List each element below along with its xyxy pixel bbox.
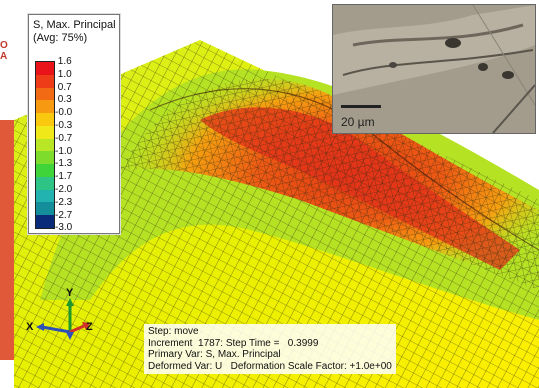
step-info-line-2: Increment 1787: Step Time = 0.3999 <box>148 337 319 349</box>
legend-swatch <box>36 62 54 75</box>
side-letters: O A <box>0 40 8 62</box>
micrograph-image <box>333 5 535 133</box>
legend-swatch <box>36 215 54 228</box>
legend-tick-label: -1.3 <box>55 158 73 170</box>
legend-swatch <box>36 151 54 165</box>
legend-tick-label: 0.3 <box>55 94 72 106</box>
step-info-line-4: Deformed Var: U Deformation Scale Factor… <box>148 360 392 372</box>
scale-bar-label: 20 µm <box>341 115 375 129</box>
legend-color-bar <box>35 61 55 229</box>
legend-swatch <box>36 113 54 126</box>
legend-swatch <box>36 74 54 88</box>
legend-tick-label: -3.0 <box>55 222 73 234</box>
step-info-line-1: Step: move <box>148 326 199 337</box>
legend-tick-label: 1.6 <box>55 56 72 67</box>
contour-legend: S, Max. Principal (Avg: 75%) 1.6 1.0 0.7… <box>28 14 120 234</box>
step-info-block: Step: move Increment 1787: Step Time = 0… <box>144 324 396 374</box>
legend-swatch <box>36 100 54 114</box>
side-accent-bar <box>0 120 14 360</box>
legend-tick-label: -0.3 <box>55 119 73 131</box>
legend-swatch <box>36 189 54 203</box>
legend-swatch <box>36 125 54 139</box>
legend-tick-label: 1.0 <box>55 68 72 80</box>
legend-tick-label: -1.0 <box>55 145 73 157</box>
axis-y-label: Y <box>66 287 74 299</box>
legend-swatch <box>36 176 54 190</box>
legend-title: S, Max. Principal (Avg: 75%) <box>33 19 116 45</box>
micrograph-inset: 20 µm <box>332 4 536 134</box>
step-info-line-3: Primary Var: S, Max. Principal <box>148 349 281 360</box>
legend-tick-label: -1.7 <box>55 171 73 183</box>
legend-tick-label: -2.3 <box>55 196 73 208</box>
legend-tick-label: 0.7 <box>55 81 72 93</box>
legend-title-line2: (Avg: 75%) <box>33 32 88 44</box>
legend-tick-label: -2.0 <box>55 183 73 195</box>
legend-tick-label: -2.7 <box>55 209 73 221</box>
legend-swatch <box>36 138 54 152</box>
legend-tick-labels: 1.6 1.0 0.7 0.3 -0.0 -0.3 -0.7 -1.0 -1.3 -1.7-… <box>55 56 72 235</box>
legend-tick-label: -0.7 <box>55 132 73 144</box>
legend-title-line1: S, Max. Principal <box>33 19 116 31</box>
legend-swatch <box>36 164 54 177</box>
axis-z-label: Z <box>86 321 93 333</box>
axes-triad-icon <box>36 298 90 340</box>
legend-tick-label: -0.0 <box>55 107 73 119</box>
axis-x-label: X <box>26 321 34 333</box>
legend-swatch <box>36 87 54 101</box>
legend-swatch <box>36 202 54 216</box>
